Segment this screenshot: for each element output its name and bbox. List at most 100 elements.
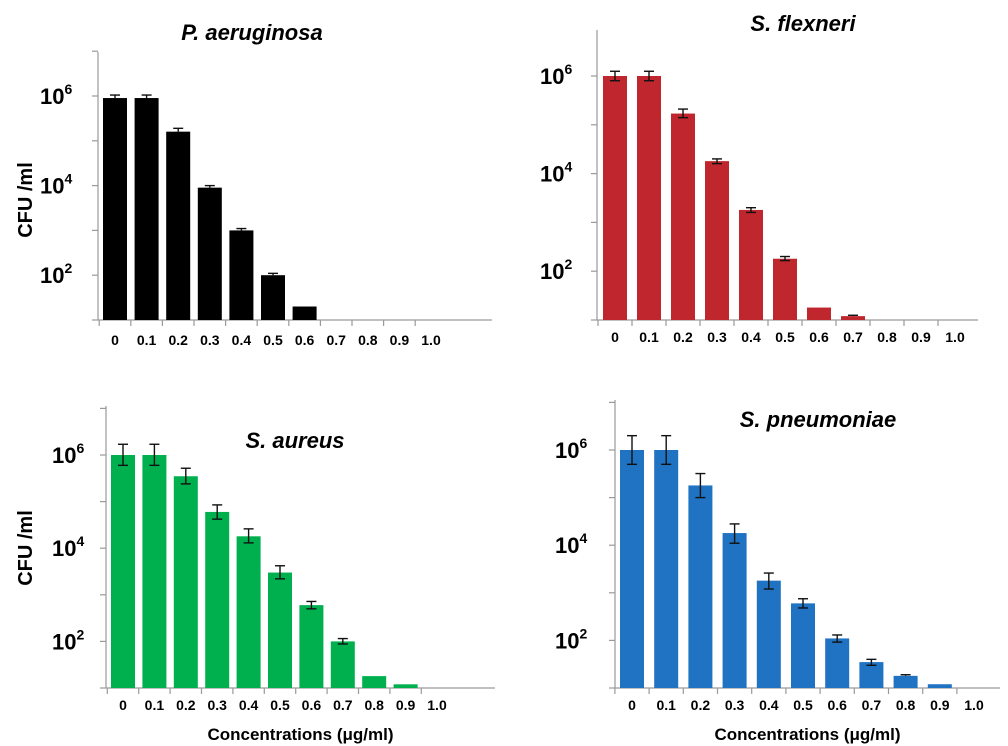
x-tick-label: 0.3	[725, 697, 745, 713]
y-tick-label: 104	[555, 530, 587, 558]
y-tick-label: 106	[540, 61, 572, 89]
y-tick-label: 106	[52, 440, 84, 468]
chart-panel-3: 102 104 106 0 0.1 0.2 0.3 0.4 0.5 0.6 0.7 0.8 0.9 1.0…	[15, 406, 495, 744]
y-tick-label: 102	[540, 256, 572, 284]
bar	[705, 161, 729, 320]
x-tick-label: 0.2	[691, 697, 711, 713]
chart-panel-4: 102 104 106 0 0.1 0.2 0.3 0.4 0.5 0.6 0.7 0.8 0.9 1.0…	[555, 400, 1000, 744]
bar	[807, 307, 831, 320]
x-tick-label: 0.8	[364, 697, 384, 713]
x-tick-label: 0.6	[295, 332, 315, 348]
bar	[927, 684, 952, 688]
bar	[330, 641, 355, 688]
y-tick-label: 104	[52, 533, 84, 561]
bar	[197, 187, 222, 320]
bar	[859, 662, 884, 688]
x-axis-label: Concentrations (μg/ml)	[207, 725, 393, 744]
x-tick-label: 0.7	[843, 329, 863, 345]
x-tick-label: 0.3	[207, 697, 227, 713]
bar	[671, 113, 695, 320]
chart-panel-2: 102 104 106 0 0.1 0.2 0.3 0.4 0.5 0.6 0.7 0.8 0.9 1.0…	[540, 11, 978, 345]
x-tick-label: 0.7	[333, 697, 353, 713]
bar	[791, 603, 815, 688]
bar	[773, 258, 797, 320]
x-tick-label: 0.2	[176, 697, 196, 713]
x-tick-label: 0.1	[137, 332, 157, 348]
x-tick-label: 0	[611, 329, 619, 345]
y-tick-label: 106	[555, 435, 587, 463]
y-tick-label: 102	[555, 625, 587, 653]
bar	[261, 275, 285, 320]
x-tick-label: 0.5	[263, 332, 283, 348]
bar	[142, 455, 167, 688]
bar	[393, 684, 418, 688]
bar	[299, 605, 324, 688]
bar	[654, 450, 679, 688]
chart-title: P. aeruginosa	[181, 20, 322, 45]
x-tick-label: 0.9	[930, 697, 950, 713]
x-tick-label: 0.4	[759, 697, 779, 713]
x-tick-label: 1.0	[427, 697, 447, 713]
bar	[620, 450, 644, 688]
y-axis-label: CFU /ml	[15, 162, 37, 238]
bar	[841, 316, 865, 320]
x-tick-label: 0.4	[239, 697, 259, 713]
x-tick-label: 0.8	[896, 697, 916, 713]
x-tick-label: 0.8	[877, 329, 897, 345]
bar	[268, 572, 292, 688]
x-tick-label: 0.9	[911, 329, 931, 345]
x-tick-label: 0.1	[639, 329, 659, 345]
x-tick-label: 0.5	[793, 697, 813, 713]
y-tick-label: 102	[52, 626, 84, 654]
bar	[739, 209, 763, 320]
x-tick-label: 0.6	[809, 329, 829, 345]
x-axis-label: Concentrations (μg/ml)	[714, 725, 900, 744]
x-tick-label: 0.7	[326, 332, 346, 348]
x-tick-label: 0.9	[396, 697, 416, 713]
x-tick-label: 0	[628, 697, 636, 713]
bar	[292, 306, 317, 320]
y-tick-label: 104	[40, 171, 72, 199]
bar	[103, 98, 127, 321]
x-tick-label: 1.0	[421, 332, 441, 348]
bar	[134, 98, 159, 321]
bar	[205, 511, 230, 688]
bar	[722, 533, 747, 688]
x-tick-label: 0.1	[656, 697, 676, 713]
x-tick-label: 0.3	[200, 332, 220, 348]
bar	[893, 675, 918, 688]
x-tick-label: 1.0	[964, 697, 984, 713]
chart-title: S. flexneri	[750, 11, 856, 36]
x-tick-label: 0.1	[145, 697, 165, 713]
chart-panel-1: 102 104 106 0 0.1 0.2 0.3 0.4 0.5 0.6 0.7 0.8 0.9 1.0…	[15, 20, 492, 348]
x-tick-label: 0.3	[707, 329, 727, 345]
bar	[236, 536, 261, 688]
bar	[362, 676, 387, 688]
y-tick-label: 102	[40, 260, 72, 288]
x-tick-label: 0.8	[358, 332, 378, 348]
x-tick-label: 0	[111, 332, 119, 348]
x-tick-label: 0.2	[168, 332, 188, 348]
y-tick-label: 104	[540, 159, 572, 187]
bar	[166, 131, 191, 320]
x-tick-label: 0.5	[775, 329, 795, 345]
chart-title: S. aureus	[245, 428, 344, 453]
bar	[825, 638, 850, 688]
x-tick-label: 0.2	[673, 329, 693, 345]
x-tick-label: 0.4	[232, 332, 252, 348]
x-tick-label: 0.6	[302, 697, 322, 713]
bar	[756, 580, 781, 688]
x-tick-label: 0.6	[827, 697, 847, 713]
bar	[688, 485, 713, 688]
x-tick-label: 1.0	[945, 329, 965, 345]
x-tick-label: 0.7	[862, 697, 882, 713]
x-tick-label: 0.5	[270, 697, 290, 713]
x-tick-label: 0	[119, 697, 127, 713]
bar	[637, 76, 661, 320]
bar	[111, 455, 135, 688]
chart-title: S. pneumoniae	[740, 407, 896, 432]
bar	[173, 476, 198, 688]
bar	[229, 230, 254, 320]
y-axis-label: CFU /ml	[15, 510, 37, 586]
